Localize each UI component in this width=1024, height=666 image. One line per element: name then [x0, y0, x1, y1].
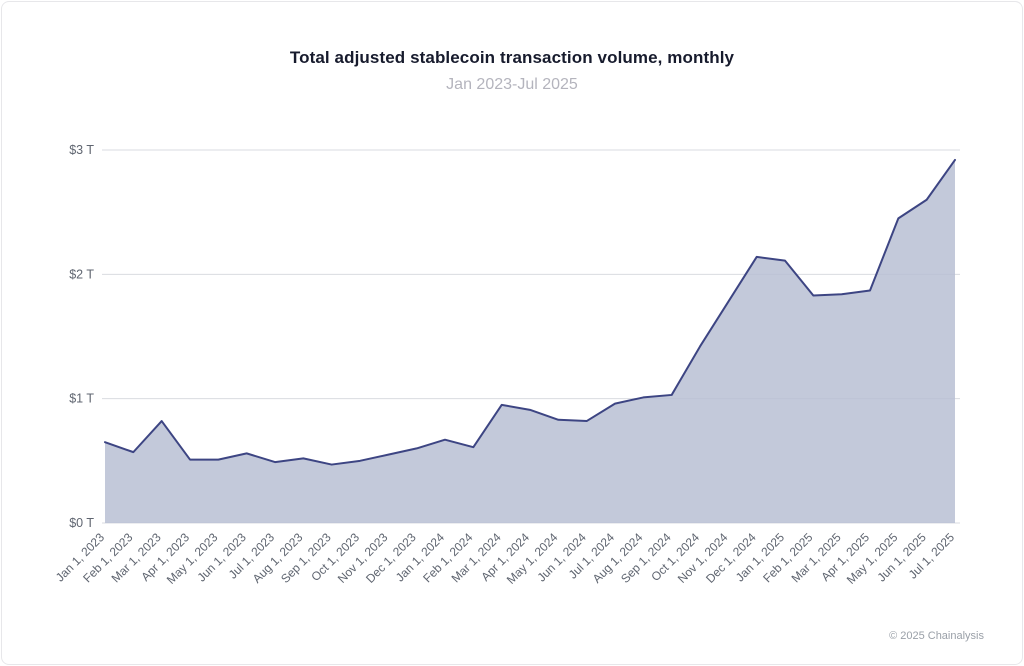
copyright-text: © 2025 Chainalysis	[889, 630, 984, 642]
trend-line	[104, 158, 956, 466]
chart-title: Total adjusted stablecoin transaction vo…	[289, 48, 735, 67]
area-fill	[105, 159, 955, 524]
y-tick-label: $3 T	[69, 143, 94, 157]
y-tick-label: $0 T	[69, 516, 94, 530]
y-tick-label: $1 T	[69, 392, 94, 406]
chart-subtitle: Jan 2023-Jul 2025	[446, 76, 578, 93]
y-tick-label: $2 T	[69, 267, 94, 281]
